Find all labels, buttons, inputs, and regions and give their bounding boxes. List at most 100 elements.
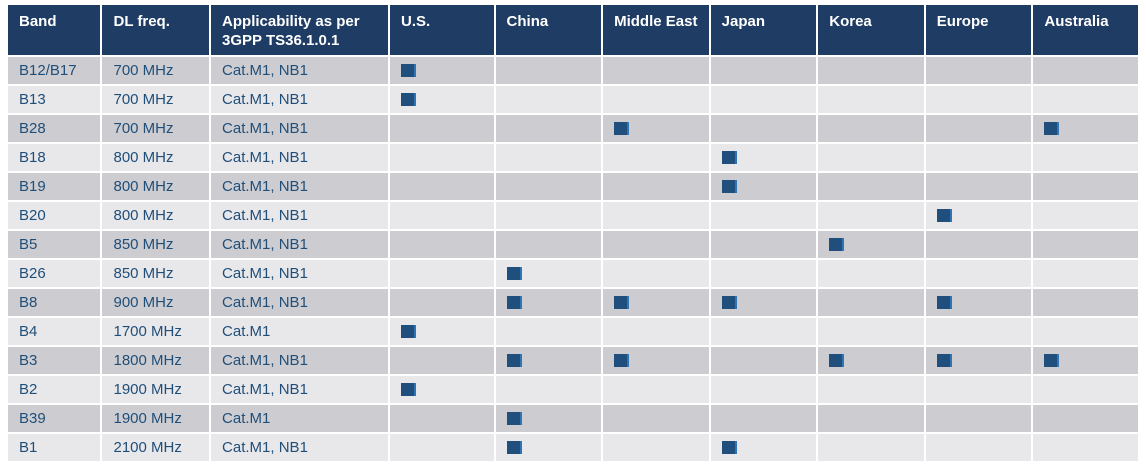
filled-square-icon [506,353,522,367]
band-cell: B19 [8,173,101,200]
region-cell-us [390,376,494,403]
column-header-band: Band [8,5,101,55]
region-cell-japan [710,86,817,113]
region-cell-china [495,173,602,200]
region-cell-korea [818,115,924,142]
dl-freq-cell: 900 MHz [102,289,210,316]
table-row: B19 800 MHz Cat.M1, NB1 [8,173,1138,200]
table-row: B26 850 MHz Cat.M1, NB1 [8,260,1138,287]
dl-freq-cell: 800 MHz [102,202,210,229]
dl-freq-cell: 800 MHz [102,173,210,200]
filled-square-icon [506,295,522,309]
region-cell-europe [925,115,1032,142]
region-cell-korea [818,173,924,200]
filled-square-icon [829,353,845,367]
table-row: B5 850 MHz Cat.M1, NB1 [8,231,1138,258]
filled-square-icon [829,237,845,251]
region-cell-korea [818,260,924,287]
table-row: B20 800 MHz Cat.M1, NB1 [8,202,1138,229]
band-cell: B26 [8,260,101,287]
column-header-applicability: Applicability as per 3GPP TS36.1.0.1 [211,5,388,55]
filled-square-icon [721,440,737,454]
table-row: B39 1900 MHz Cat.M1 [8,405,1138,432]
region-cell-middle-east [603,231,709,258]
region-cell-china [495,86,602,113]
band-cell: B28 [8,115,101,142]
region-cell-europe [925,260,1032,287]
region-cell-europe [925,86,1032,113]
filled-square-icon [506,266,522,280]
region-cell-us [390,260,494,287]
region-cell-middle-east [603,289,709,316]
region-cell-middle-east [603,86,709,113]
dl-freq-cell: 700 MHz [102,57,210,84]
applicability-cell: Cat.M1 [211,405,388,432]
header-row: Band DL freq. Applicability as per 3GPP TS… [8,5,1138,55]
column-header-us: U.S. [390,5,494,55]
applicability-cell: Cat.M1, NB1 [211,57,388,84]
filled-square-icon [614,121,630,135]
region-cell-us [390,57,494,84]
region-cell-australia [1033,57,1138,84]
region-cell-japan [710,376,817,403]
region-cell-japan [710,405,817,432]
region-cell-australia [1033,144,1138,171]
region-cell-australia [1033,202,1138,229]
region-cell-japan [710,144,817,171]
applicability-cell: Cat.M1, NB1 [211,86,388,113]
region-cell-europe [925,202,1032,229]
region-cell-japan [710,289,817,316]
band-cell: B8 [8,289,101,316]
region-cell-us [390,115,494,142]
table-row: B3 1800 MHz Cat.M1, NB1 [8,347,1138,374]
region-cell-korea [818,289,924,316]
region-cell-middle-east [603,144,709,171]
filled-square-icon [936,208,952,222]
region-cell-korea [818,144,924,171]
region-cell-middle-east [603,202,709,229]
region-cell-korea [818,57,924,84]
region-cell-europe [925,376,1032,403]
filled-square-icon [936,295,952,309]
band-applicability-table: Band DL freq. Applicability as per 3GPP TS… [6,3,1140,463]
region-cell-us [390,202,494,229]
region-cell-china [495,202,602,229]
region-cell-korea [818,318,924,345]
region-cell-japan [710,202,817,229]
applicability-cell: Cat.M1, NB1 [211,376,388,403]
region-cell-china [495,405,602,432]
filled-square-icon [721,295,737,309]
region-cell-china [495,144,602,171]
band-cell: B2 [8,376,101,403]
region-cell-europe [925,347,1032,374]
region-cell-us [390,289,494,316]
band-cell: B1 [8,434,101,461]
region-cell-australia [1033,86,1138,113]
region-cell-middle-east [603,318,709,345]
filled-square-icon [614,353,630,367]
applicability-cell: Cat.M1, NB1 [211,173,388,200]
applicability-cell: Cat.M1, NB1 [211,289,388,316]
region-cell-europe [925,405,1032,432]
region-cell-middle-east [603,376,709,403]
region-cell-australia [1033,115,1138,142]
region-cell-korea [818,347,924,374]
band-cell: B13 [8,86,101,113]
region-cell-korea [818,231,924,258]
filled-square-icon [401,324,416,338]
region-cell-europe [925,318,1032,345]
region-cell-europe [925,289,1032,316]
region-cell-korea [818,434,924,461]
table-row: B4 1700 MHz Cat.M1 [8,318,1138,345]
region-cell-australia [1033,434,1138,461]
filled-square-icon [614,295,630,309]
column-header-japan: Japan [710,5,817,55]
region-cell-china [495,376,602,403]
region-cell-korea [818,405,924,432]
region-cell-us [390,347,494,374]
region-cell-china [495,260,602,287]
region-cell-china [495,231,602,258]
filled-square-icon [936,353,952,367]
filled-square-icon [506,411,522,425]
region-cell-australia [1033,173,1138,200]
